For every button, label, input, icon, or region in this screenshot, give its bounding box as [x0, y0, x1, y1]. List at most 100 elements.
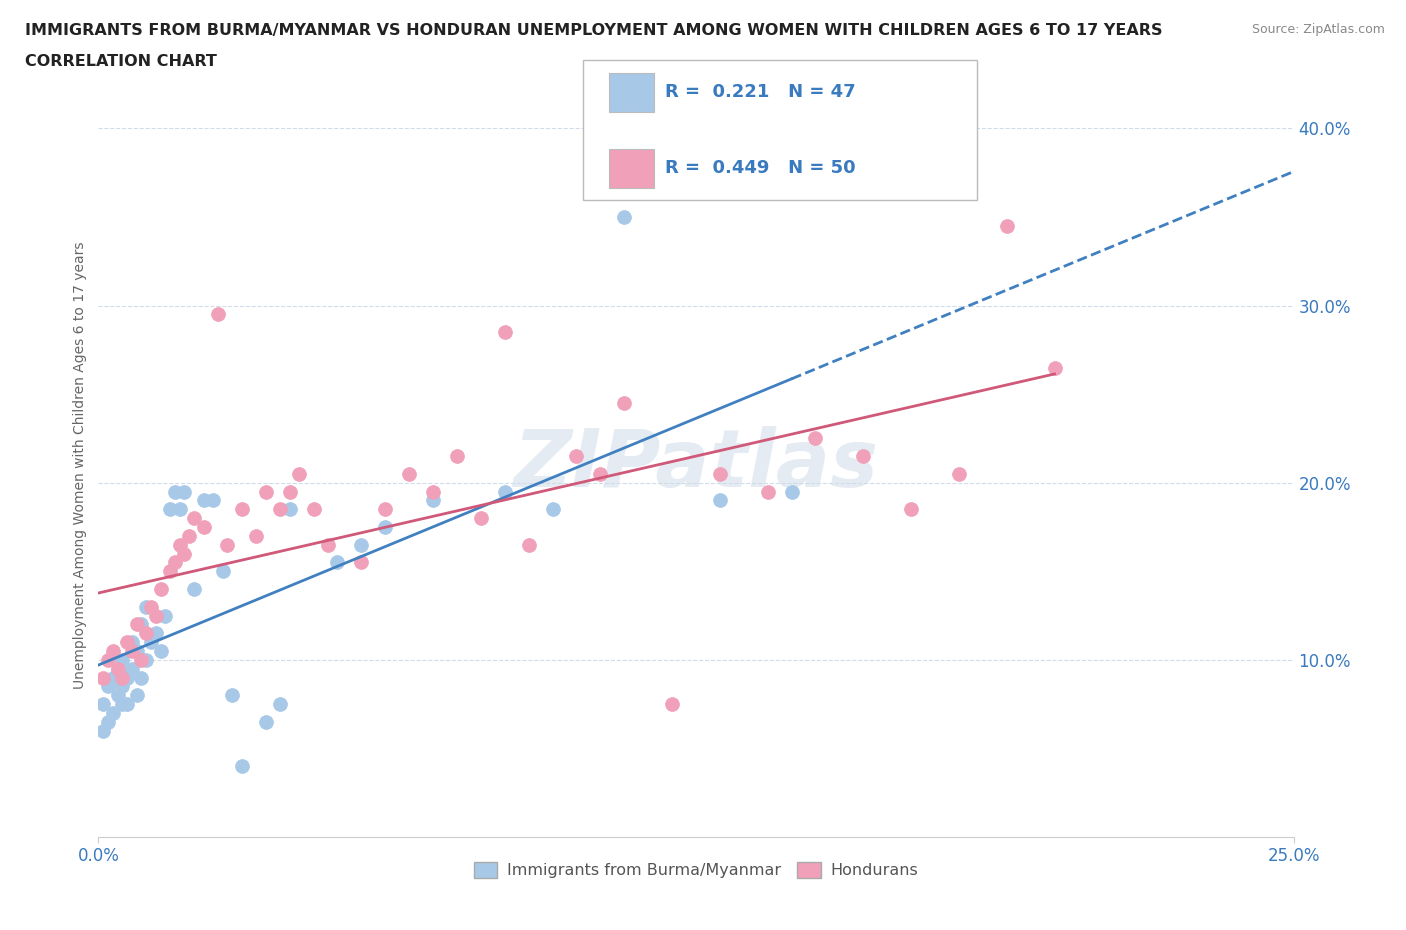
Text: R =  0.221   N = 47: R = 0.221 N = 47: [665, 83, 856, 101]
Point: [517, 538, 540, 552]
Point: [350, 538, 373, 552]
Point: [613, 395, 636, 410]
Point: [115, 671, 138, 685]
Point: [231, 502, 253, 517]
Point: [183, 581, 205, 596]
Legend: Immigrants from Burma/Myanmar, Hondurans: Immigrants from Burma/Myanmar, Hondurans: [467, 856, 925, 884]
Point: [661, 697, 683, 711]
Point: [91, 724, 114, 738]
Point: [211, 564, 233, 578]
Point: [135, 626, 157, 641]
Point: [278, 485, 301, 499]
Text: IMMIGRANTS FROM BURMA/MYANMAR VS HONDURAN UNEMPLOYMENT AMONG WOMEN WITH CHILDREN: IMMIGRANTS FROM BURMA/MYANMAR VS HONDURA…: [25, 23, 1163, 38]
Point: [565, 448, 588, 463]
Point: [139, 634, 162, 649]
Point: [756, 485, 779, 499]
Point: [900, 502, 922, 517]
Point: [97, 714, 120, 729]
Point: [159, 564, 181, 578]
Text: CORRELATION CHART: CORRELATION CHART: [25, 54, 217, 69]
Point: [193, 520, 215, 535]
Point: [121, 644, 143, 658]
Point: [107, 688, 129, 703]
Point: [121, 661, 143, 676]
Point: [316, 538, 339, 552]
Point: [422, 485, 444, 499]
Point: [350, 555, 373, 570]
Point: [1043, 360, 1066, 375]
Point: [125, 688, 148, 703]
Point: [97, 653, 120, 668]
Point: [326, 555, 349, 570]
Point: [398, 467, 420, 482]
Point: [135, 599, 157, 614]
Point: [145, 626, 167, 641]
Point: [149, 644, 172, 658]
Point: [374, 502, 396, 517]
Point: [111, 671, 134, 685]
Point: [131, 653, 153, 668]
Point: [145, 608, 167, 623]
Point: [852, 448, 875, 463]
Point: [709, 467, 731, 482]
Point: [995, 219, 1018, 233]
Point: [149, 581, 172, 596]
Point: [131, 671, 153, 685]
Point: [131, 617, 153, 631]
Point: [804, 431, 827, 445]
Point: [589, 467, 612, 482]
Point: [125, 617, 148, 631]
Text: ZIPatlas: ZIPatlas: [513, 426, 879, 504]
Point: [169, 502, 191, 517]
Point: [135, 653, 157, 668]
Point: [948, 467, 970, 482]
Text: R =  0.449   N = 50: R = 0.449 N = 50: [665, 159, 856, 178]
Point: [115, 634, 138, 649]
Point: [97, 679, 120, 694]
Point: [217, 538, 239, 552]
Point: [709, 493, 731, 508]
Point: [302, 502, 325, 517]
Point: [202, 493, 225, 508]
Point: [101, 706, 124, 721]
Point: [159, 502, 181, 517]
Point: [422, 493, 444, 508]
Point: [183, 511, 205, 525]
Point: [613, 209, 636, 224]
Point: [278, 502, 301, 517]
Point: [245, 528, 267, 543]
Point: [107, 661, 129, 676]
Point: [111, 653, 134, 668]
Point: [269, 502, 291, 517]
Point: [169, 538, 191, 552]
Point: [254, 485, 277, 499]
Text: Source: ZipAtlas.com: Source: ZipAtlas.com: [1251, 23, 1385, 36]
Point: [541, 502, 564, 517]
Point: [155, 608, 177, 623]
Point: [107, 661, 129, 676]
Point: [494, 325, 516, 339]
Point: [139, 599, 162, 614]
Point: [494, 485, 516, 499]
Y-axis label: Unemployment Among Women with Children Ages 6 to 17 years: Unemployment Among Women with Children A…: [73, 241, 87, 689]
Point: [115, 697, 138, 711]
Point: [101, 644, 124, 658]
Point: [780, 485, 803, 499]
Point: [173, 546, 195, 561]
Point: [193, 493, 215, 508]
Point: [470, 511, 492, 525]
Point: [221, 688, 243, 703]
Point: [163, 485, 186, 499]
Point: [101, 671, 124, 685]
Point: [446, 448, 468, 463]
Point: [111, 679, 134, 694]
Point: [179, 528, 201, 543]
Point: [91, 671, 114, 685]
Point: [207, 307, 229, 322]
Point: [121, 634, 143, 649]
Point: [374, 520, 396, 535]
Point: [111, 697, 134, 711]
Point: [269, 697, 291, 711]
Point: [288, 467, 311, 482]
Point: [125, 644, 148, 658]
